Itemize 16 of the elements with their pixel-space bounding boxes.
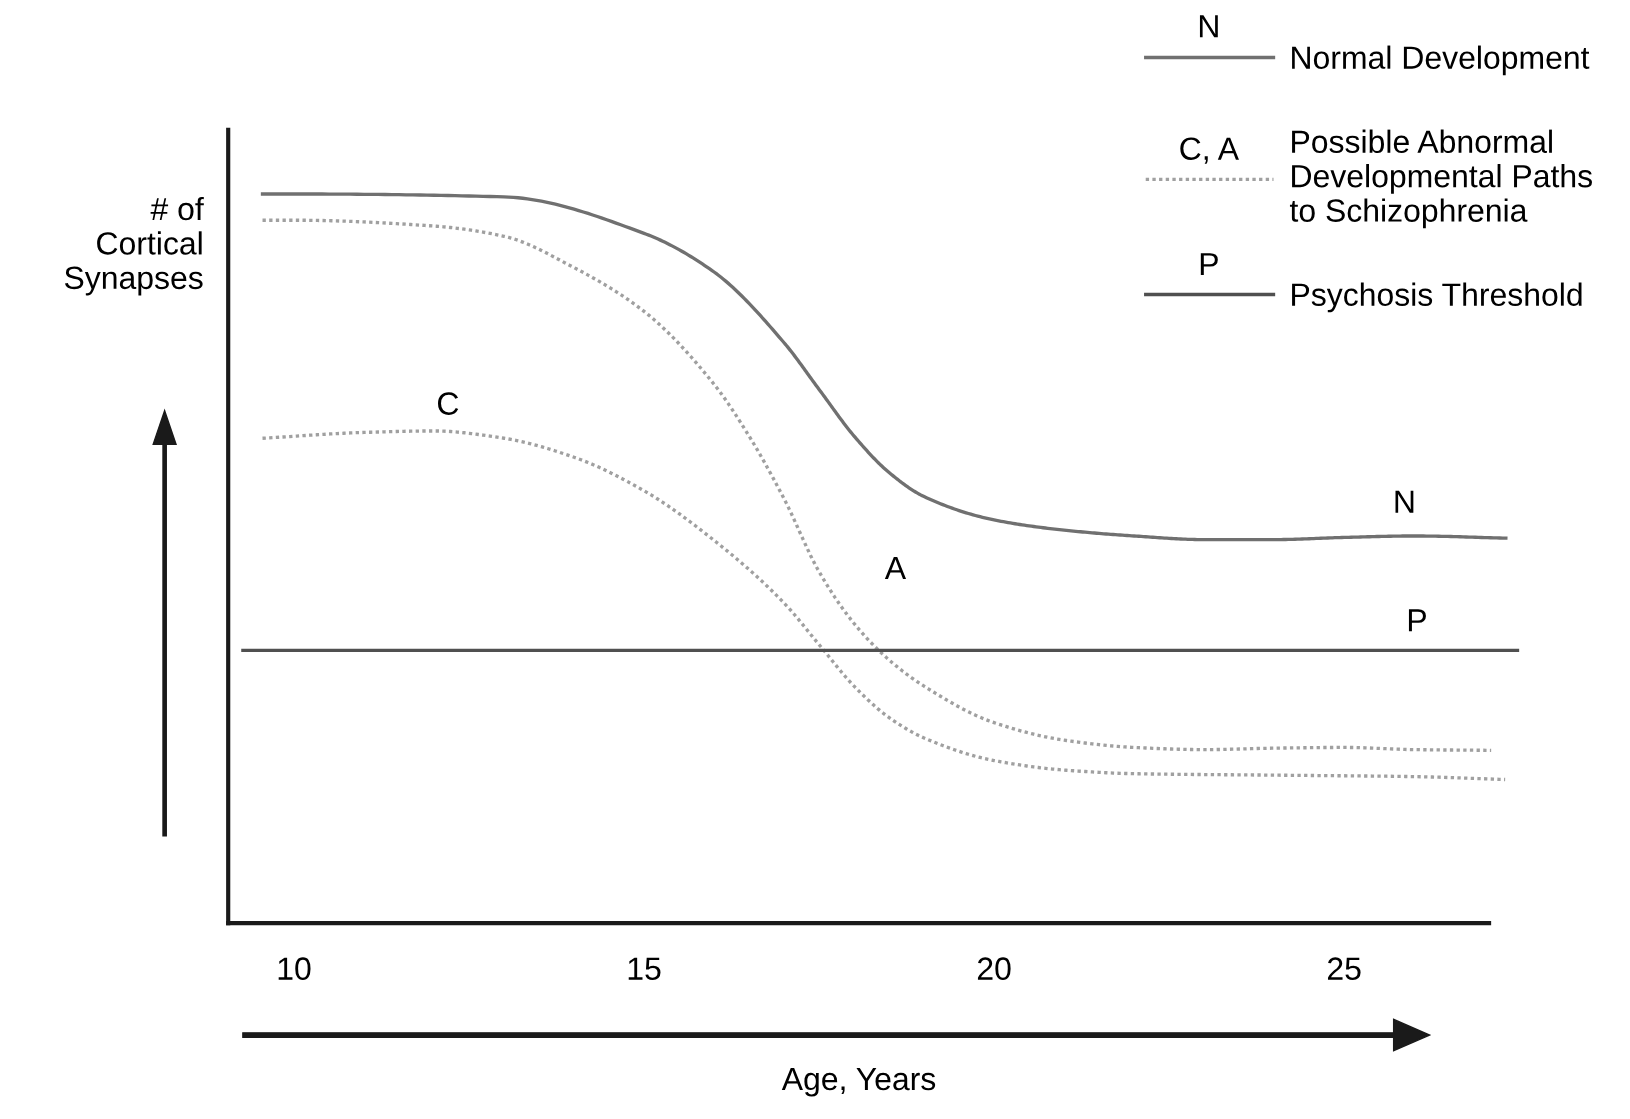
x-tick-label: 20 <box>977 957 1011 980</box>
text: N <box>1199 15 1218 38</box>
legend-label: Psychosis Threshold <box>1292 282 1582 313</box>
legend-label: Normal Development <box>1292 45 1590 76</box>
annotation: A <box>884 556 907 579</box>
annotation: P <box>1408 609 1426 632</box>
x-tick-label: 10 <box>278 957 311 980</box>
legend-label: Possible Abnormal Developmental Paths to Schizophrenia <box>1289 129 1592 229</box>
annotation: C <box>438 392 459 415</box>
annotation: N <box>1395 490 1414 513</box>
x-tick-label: 15 <box>628 957 661 980</box>
y-axis-title: # of Cortical Synapses <box>64 196 204 296</box>
text: C, A <box>1180 137 1239 164</box>
x-axis-title: Age, Years <box>781 1068 936 1097</box>
x-tick-label: 25 <box>1327 957 1361 980</box>
annotation: P <box>1200 253 1218 276</box>
